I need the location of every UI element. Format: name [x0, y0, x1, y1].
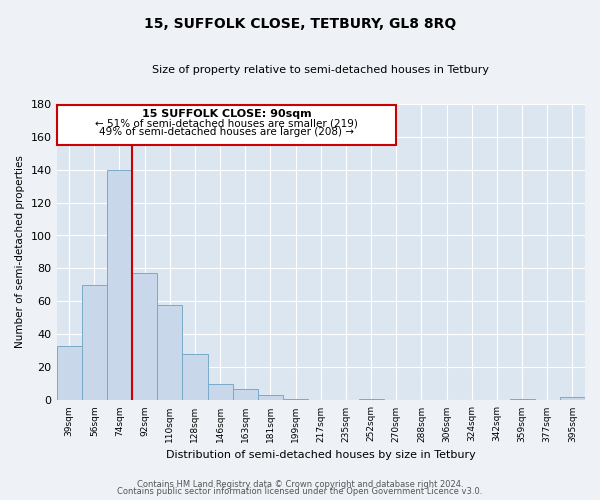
- Text: ← 51% of semi-detached houses are smaller (219): ← 51% of semi-detached houses are smalle…: [95, 118, 358, 128]
- Bar: [208, 384, 233, 400]
- Text: 49% of semi-detached houses are larger (208) →: 49% of semi-detached houses are larger (…: [99, 128, 354, 138]
- Text: 15 SUFFOLK CLOSE: 90sqm: 15 SUFFOLK CLOSE: 90sqm: [142, 110, 311, 120]
- Text: 15, SUFFOLK CLOSE, TETBURY, GL8 8RQ: 15, SUFFOLK CLOSE, TETBURY, GL8 8RQ: [144, 18, 456, 32]
- Bar: [283, 399, 308, 400]
- Bar: [56, 346, 82, 401]
- Bar: [107, 170, 132, 400]
- X-axis label: Distribution of semi-detached houses by size in Tetbury: Distribution of semi-detached houses by …: [166, 450, 476, 460]
- Bar: [132, 274, 157, 400]
- Bar: [233, 389, 258, 400]
- Bar: [157, 305, 182, 400]
- Bar: [509, 399, 535, 400]
- Text: Contains HM Land Registry data © Crown copyright and database right 2024.: Contains HM Land Registry data © Crown c…: [137, 480, 463, 489]
- Y-axis label: Number of semi-detached properties: Number of semi-detached properties: [15, 156, 25, 348]
- Bar: [182, 354, 208, 401]
- Bar: [560, 397, 585, 400]
- Bar: [359, 399, 383, 400]
- Text: Contains public sector information licensed under the Open Government Licence v3: Contains public sector information licen…: [118, 487, 482, 496]
- Bar: [258, 396, 283, 400]
- Bar: [56, 105, 396, 145]
- Title: Size of property relative to semi-detached houses in Tetbury: Size of property relative to semi-detach…: [152, 65, 489, 75]
- Bar: [82, 285, 107, 401]
